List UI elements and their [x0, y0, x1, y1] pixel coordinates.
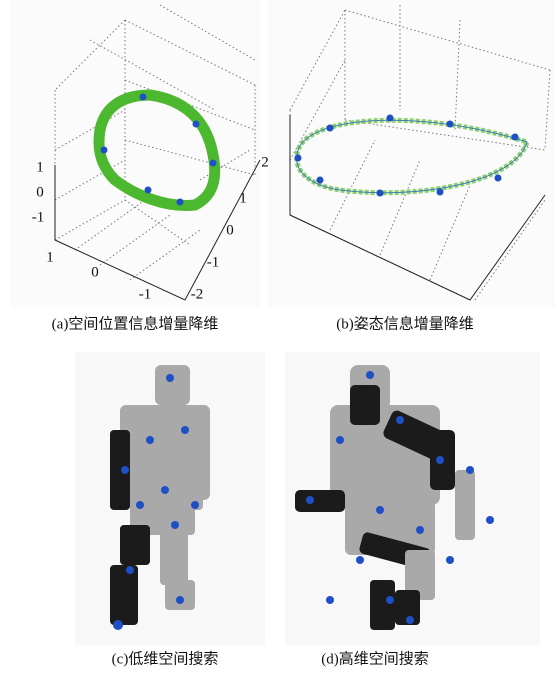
shape [176, 596, 184, 604]
shape [136, 501, 144, 509]
caption: (d)高维空间搜索 [321, 650, 429, 667]
shape [366, 371, 374, 379]
shape [181, 426, 189, 434]
shape [160, 530, 188, 585]
x-tick-label: 1 [46, 249, 54, 265]
shape [161, 486, 169, 494]
caption: (a)空间位置信息增量降维 [52, 315, 219, 332]
shape [120, 525, 150, 565]
z-tick-label: 0 [36, 184, 44, 200]
y-tick-label: 0 [226, 222, 234, 238]
z-tick-label: -1 [32, 209, 45, 225]
shape [191, 501, 199, 509]
shape [295, 155, 302, 162]
shape [140, 94, 147, 101]
shape [495, 175, 502, 182]
panel-c-render [75, 352, 265, 645]
shape [336, 436, 344, 444]
shape [110, 565, 138, 625]
shape [295, 490, 345, 512]
shape [327, 125, 334, 132]
shape [121, 466, 129, 474]
shape [356, 556, 364, 564]
shape [512, 134, 519, 141]
y-tick-label: -1 [207, 254, 220, 270]
shape [113, 620, 123, 630]
shape [376, 506, 384, 514]
shape [145, 187, 152, 194]
shape [126, 566, 134, 574]
shape [155, 365, 190, 405]
shape [370, 580, 395, 630]
shape [466, 466, 474, 474]
shape [396, 416, 404, 424]
panel-d-render [285, 352, 540, 645]
caption: (b)姿态信息增量降维 [336, 315, 474, 332]
shape [406, 616, 414, 624]
shape [486, 516, 494, 524]
shape [171, 521, 179, 529]
shape [447, 121, 454, 128]
panel-a-plot: 1 0 -1 1 0 -1 2 1 0 -1 -2 [10, 0, 269, 308]
x-tick-label: -1 [139, 286, 152, 302]
figure: 1 0 -1 1 0 -1 2 1 0 -1 -2 (a)空间位置信息增量降维 … [0, 0, 555, 674]
panel-bg [268, 0, 555, 308]
shape [317, 177, 324, 184]
y-tick-label: 1 [239, 190, 247, 206]
x-tick-label: 0 [91, 264, 99, 280]
y-tick-label: -2 [191, 286, 204, 302]
shape [455, 470, 475, 540]
shape [387, 115, 394, 122]
shape [386, 596, 394, 604]
shape [177, 199, 184, 206]
shape [350, 385, 380, 425]
shape [436, 456, 444, 464]
shape [193, 121, 200, 128]
y-tick-label: 2 [261, 154, 269, 170]
shape [437, 189, 444, 196]
shape [377, 190, 384, 197]
shape [210, 160, 217, 167]
shape [166, 374, 174, 382]
shape [146, 436, 154, 444]
shape [306, 496, 314, 504]
caption: (c)低维空间搜索 [112, 650, 219, 667]
panel-b-plot [268, 0, 555, 308]
shape [165, 580, 195, 610]
shape [446, 556, 454, 564]
shape [326, 596, 334, 604]
z-tick-label: 1 [36, 159, 44, 175]
shape [101, 147, 108, 154]
shape [416, 526, 424, 534]
